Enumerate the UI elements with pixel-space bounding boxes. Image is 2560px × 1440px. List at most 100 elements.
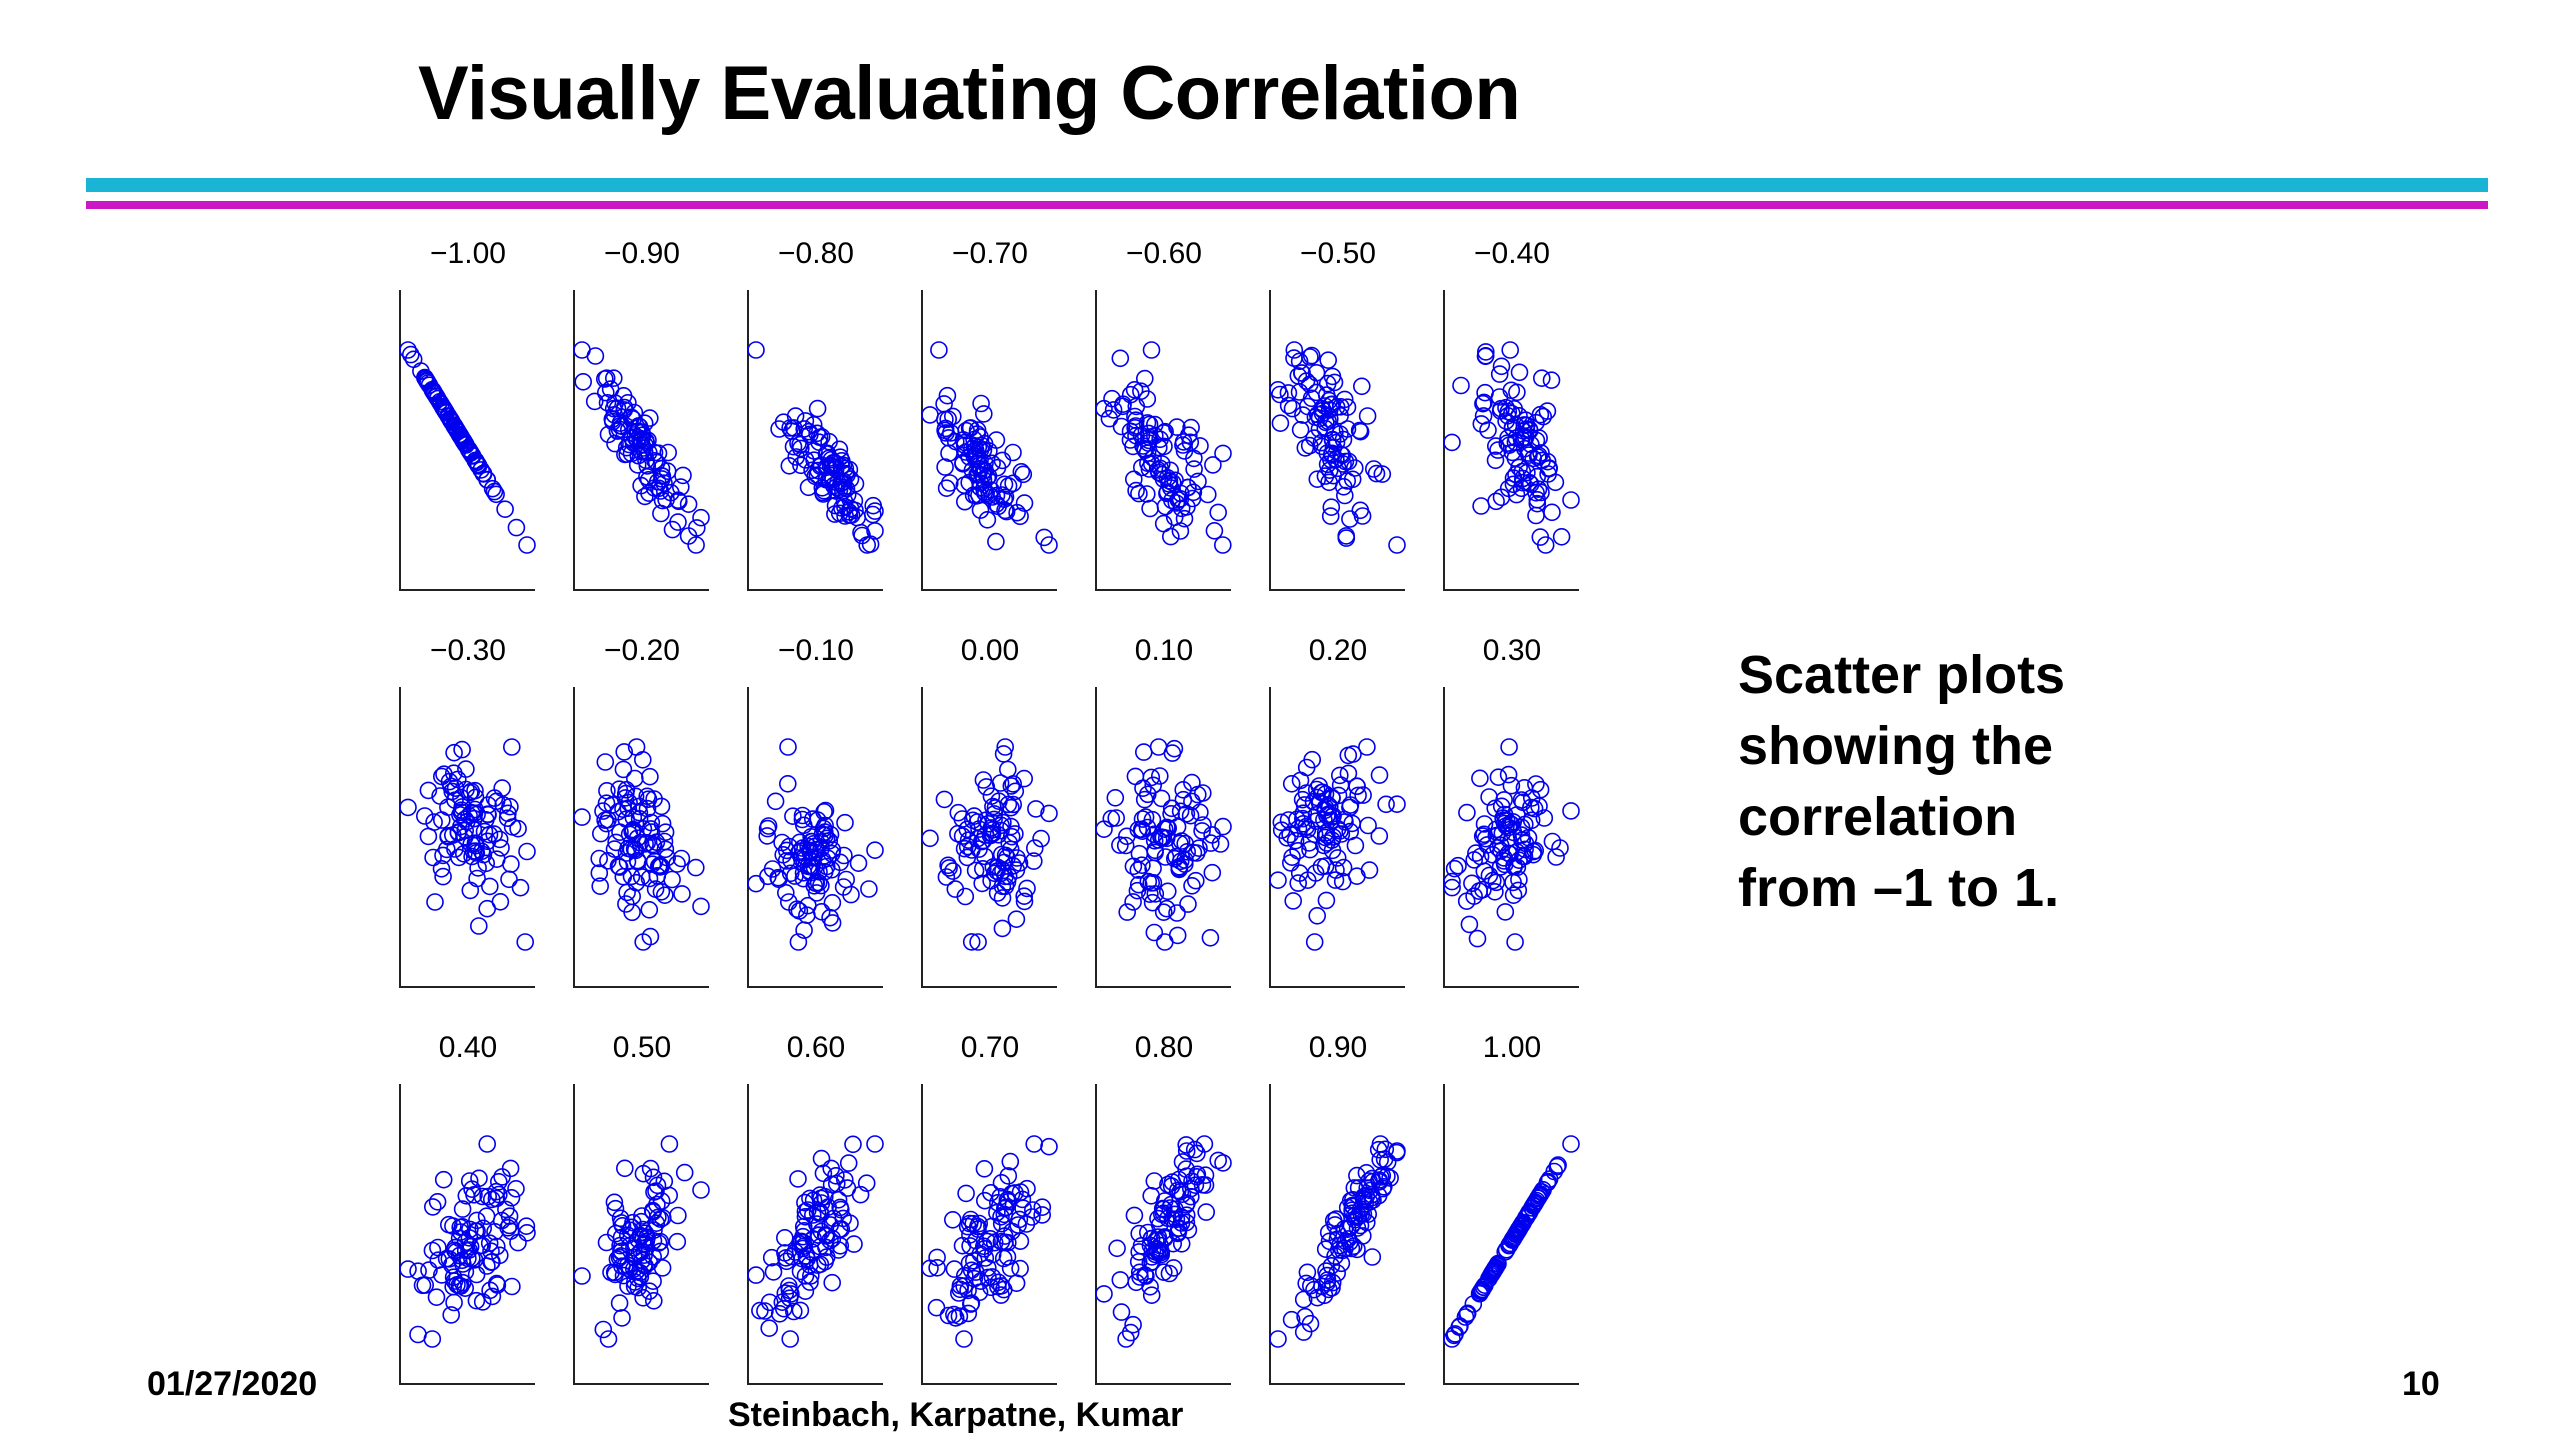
scatter-point <box>1512 826 1531 844</box>
description-line: correlation <box>1738 787 2018 847</box>
scatter-point <box>618 852 637 871</box>
scatter-point <box>808 399 827 418</box>
scatter-point <box>1486 882 1504 901</box>
scatter-point <box>634 820 653 838</box>
scatter-point <box>473 1236 492 1255</box>
scatter-point <box>611 1209 630 1228</box>
scatter-point <box>1456 1308 1475 1326</box>
scatter-point <box>608 421 627 440</box>
scatter-point <box>1527 431 1546 450</box>
scatter-point <box>963 461 982 480</box>
scatter-point <box>636 835 654 853</box>
scatter-point <box>1298 871 1317 890</box>
scatter-point <box>399 1260 417 1278</box>
scatter-point <box>1145 923 1164 942</box>
scatter-point <box>779 893 798 911</box>
scatter-point <box>950 1307 969 1325</box>
scatter-point <box>460 1241 478 1259</box>
scatter-point <box>1348 1208 1367 1226</box>
scatter-point <box>1315 1286 1334 1305</box>
scatter-point <box>649 857 668 876</box>
scatter-point <box>1474 407 1493 425</box>
scatter-point <box>1133 856 1151 875</box>
scatter-point <box>1562 802 1580 820</box>
scatter-point <box>985 1233 1004 1252</box>
scatter-point <box>792 850 811 868</box>
scatter-point <box>747 1266 765 1284</box>
scatter-point <box>995 490 1014 509</box>
scatter-point <box>940 444 958 463</box>
scatter-point <box>810 433 828 452</box>
panel-correlation-label: 0.80 <box>1135 1031 1193 1064</box>
scatter-point <box>1323 1273 1342 1292</box>
scatter-point <box>1316 828 1335 847</box>
scatter-point <box>1516 815 1534 834</box>
scatter-point <box>1333 872 1352 891</box>
scatter-point <box>1529 480 1548 499</box>
scatter-point <box>987 532 1005 551</box>
scatter-point <box>477 1207 496 1225</box>
scatter-point <box>503 1277 521 1296</box>
scatter-point <box>1167 847 1185 866</box>
scatter-point <box>781 1330 800 1348</box>
scatter-point <box>1505 399 1523 418</box>
scatter-point <box>1341 510 1359 528</box>
scatter-point <box>759 817 778 835</box>
scatter-point <box>648 866 667 885</box>
scatter-point <box>446 1238 465 1257</box>
scatter-point <box>1492 357 1511 376</box>
scatter-point <box>1191 437 1209 455</box>
scatter-point <box>448 421 467 440</box>
scatter-point <box>1095 1285 1113 1303</box>
scatter-point <box>518 842 536 861</box>
scatter-point <box>998 760 1017 779</box>
scatter-point <box>827 1167 845 1185</box>
scatter-point <box>635 1235 654 1254</box>
scatter-point <box>943 1211 962 1229</box>
scatter-point <box>1149 738 1168 756</box>
scatter-point <box>1502 776 1521 795</box>
scatter-point <box>1322 395 1340 414</box>
scatter-point <box>944 862 962 880</box>
scatter-point <box>1185 1140 1204 1159</box>
scatter-point <box>423 1330 442 1348</box>
scatter-point <box>648 472 667 491</box>
title-rule-magenta <box>86 201 2488 209</box>
scatter-point <box>1194 816 1212 834</box>
scatter-point <box>1162 479 1180 497</box>
scatter-point <box>962 933 981 951</box>
scatter-point <box>812 456 831 474</box>
scatter-point <box>442 1306 461 1324</box>
scatter-point <box>1351 1216 1370 1235</box>
panel-correlation-label: −0.10 <box>778 634 854 667</box>
scatter-point <box>499 1219 517 1237</box>
scatter-point <box>1504 475 1523 494</box>
scatter-point <box>1296 1307 1314 1326</box>
scatter-point <box>1388 795 1406 814</box>
scatter-point <box>509 819 527 838</box>
scatter-point <box>978 1259 997 1277</box>
scatter-point <box>834 472 853 491</box>
scatter-point <box>971 440 990 459</box>
scatter-point <box>810 862 828 881</box>
scatter-point <box>675 1163 694 1182</box>
scatter-point <box>647 833 666 852</box>
panel-correlation-label: 0.70 <box>961 1031 1019 1064</box>
scatter-point <box>1316 1240 1335 1258</box>
scatter-point <box>653 814 672 833</box>
scatter-point <box>1035 528 1053 547</box>
scatter-point <box>609 857 628 875</box>
scatter-point <box>1341 1233 1359 1251</box>
scatter-point <box>482 1253 501 1271</box>
scatter-point <box>1203 863 1222 882</box>
description: Scatter plots showing the correlation fr… <box>1738 640 2258 924</box>
scatter-point <box>758 827 777 845</box>
scatter-point <box>1312 433 1331 452</box>
scatter-point <box>1167 494 1186 512</box>
scatter-panel: 0.80 <box>1095 1031 1232 1385</box>
scatter-point <box>1443 433 1461 452</box>
scatter-point <box>1496 903 1515 921</box>
scatter-point <box>845 1235 863 1253</box>
scatter-point <box>629 417 648 435</box>
scatter-point <box>790 902 809 920</box>
